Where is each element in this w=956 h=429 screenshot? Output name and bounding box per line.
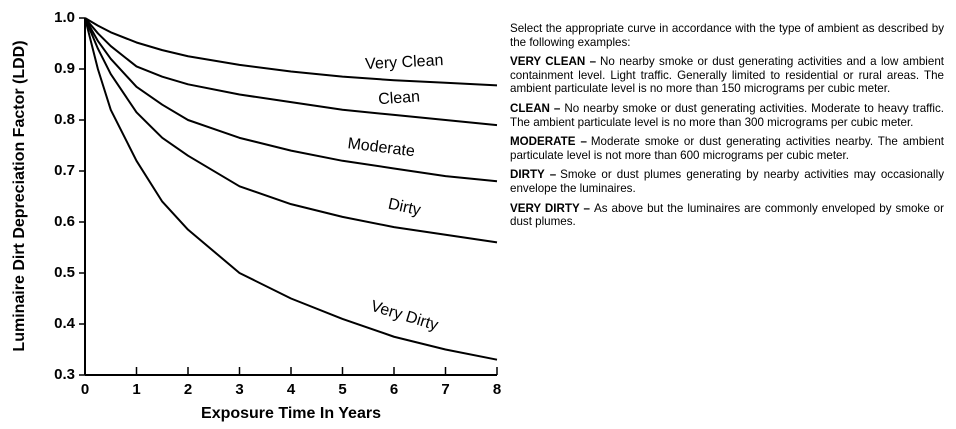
y-tick-label: 0.4 [54, 315, 76, 332]
note-term: DIRTY – [510, 168, 557, 182]
note: CLEAN – No nearby smoke or dust generatin… [510, 102, 944, 129]
curve-label: Very Dirty [369, 298, 440, 335]
notes: Select the appropriate curve in accordan… [510, 22, 944, 235]
x-tick-label: 4 [287, 381, 296, 398]
chart: Exposure Time In Years Luminaire Dirt De… [11, 9, 501, 422]
x-axis-title: Exposure Time In Years [201, 405, 381, 422]
curve-label: Dirty [387, 196, 423, 219]
intro: Select the appropriate curve in accordan… [510, 22, 944, 49]
curve [84, 17, 498, 361]
curve-label: Clean [378, 88, 421, 108]
note-text: Smoke or dust plumes generating by nearb… [510, 168, 944, 195]
y-tick-label: 0.6 [54, 213, 75, 230]
note-term: VERY CLEAN – [510, 55, 597, 69]
note-text: No nearby smoke or dust generating activ… [510, 101, 944, 129]
x-tick-label: 0 [81, 381, 89, 398]
curve [84, 17, 498, 127]
curve-label: Very Clean [365, 52, 444, 73]
note-term: MODERATE – [510, 135, 587, 149]
curve [84, 17, 498, 87]
curve [84, 17, 498, 244]
note-text: No nearby smoke or dust generating activ… [510, 55, 944, 96]
note-text: As above but the luminaires are commonly… [510, 201, 944, 229]
x-tick-label: 5 [338, 381, 346, 398]
note: DIRTY – Smoke or dust plumes generating b… [510, 168, 944, 195]
x-tick-label: 6 [390, 381, 398, 398]
curve [84, 17, 498, 183]
note-text: Moderate smoke or dust generating activi… [510, 135, 944, 162]
y-axis-title: Luminaire Dirt Depreciation Factor (LDD) [11, 40, 28, 351]
y-tick-label: 0.8 [54, 111, 75, 128]
x-tick-label: 2 [184, 381, 192, 398]
y-tick-label: 0.9 [54, 60, 75, 77]
note: VERY CLEAN – No nearby smoke or dust gene… [510, 55, 944, 96]
curve-label: Moderate [347, 135, 416, 160]
x-tick-label: 3 [235, 381, 243, 398]
y-tick-label: 0.7 [54, 162, 75, 179]
y-tick-label: 0.5 [54, 264, 75, 281]
note: MODERATE – Moderate smoke or dust generat… [510, 135, 944, 162]
x-tick-label: 8 [493, 381, 501, 398]
note-term: CLEAN – [510, 101, 561, 115]
note: VERY DIRTY – As above but the luminaires … [510, 202, 944, 229]
note-term: VERY DIRTY – [510, 201, 590, 215]
x-tick-label: 7 [441, 381, 449, 398]
y-tick-label: 1.0 [54, 9, 75, 26]
x-tick-label: 1 [132, 381, 140, 398]
y-tick-label: 0.3 [54, 366, 75, 383]
